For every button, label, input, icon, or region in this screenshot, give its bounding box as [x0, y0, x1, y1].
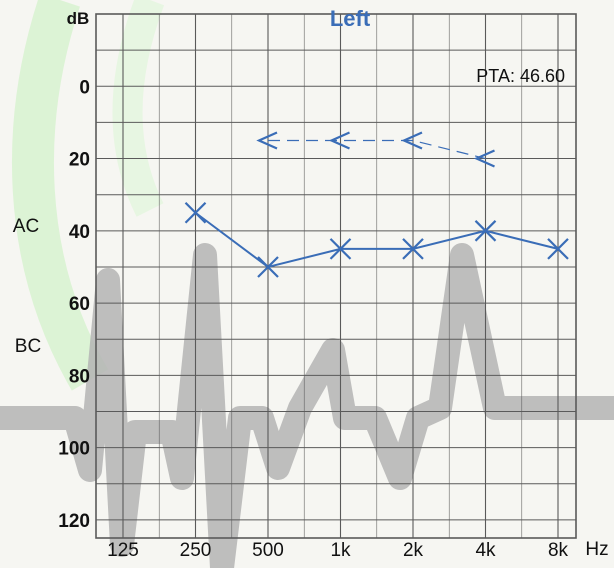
chart-grid [95, 13, 577, 539]
y-axis-ticks: 0 20 40 60 80 100 120 [58, 77, 90, 532]
data-point-x [474, 220, 497, 242]
x-tick-label: 8k [548, 540, 569, 561]
data-point-x [184, 201, 207, 224]
data-point-bracket [401, 131, 423, 150]
plot-frame [95, 13, 577, 539]
x-tick-label: 1k [330, 540, 351, 561]
pta-label: PTA: 46.60 [476, 66, 565, 86]
data-point-x-stroke [547, 238, 569, 260]
data-point-bracket [256, 131, 278, 150]
y-tick-label: 80 [69, 366, 90, 387]
x-axis-unit: Hz [585, 539, 608, 560]
data-point-x [547, 238, 569, 260]
y-axis-unit: dB [67, 9, 90, 28]
data-point-x-stroke [402, 238, 424, 260]
watermark-green-arc [11, 0, 109, 391]
data-point-x [257, 256, 279, 278]
y-tick-label: 100 [58, 439, 90, 460]
data-point-x-stroke [474, 220, 497, 242]
y-tick-label: 60 [69, 294, 90, 315]
x-tick-label: 4k [475, 540, 496, 561]
side-label-bc: BC [15, 336, 41, 357]
x-tick-label: 250 [180, 540, 212, 561]
chart-title: Left [330, 6, 371, 31]
x-tick-label: 125 [107, 540, 139, 561]
data-point-x-stroke [184, 201, 207, 224]
watermark-pulse-line [0, 243, 614, 568]
side-label-ac: AC [13, 216, 39, 237]
data-point-x [329, 238, 352, 260]
y-tick-label: 40 [69, 222, 90, 243]
data-point-x-stroke [257, 256, 279, 278]
x-axis-ticks: 125 250 500 1k 2k 4k 8k [107, 540, 568, 561]
y-tick-label: 120 [58, 511, 90, 532]
series-line-2 [268, 139, 486, 160]
watermark-green-arc-inner [112, 0, 165, 217]
chart-series [184, 131, 569, 278]
data-point-bracket [328, 131, 350, 150]
series-line-1 [194, 211, 559, 269]
y-tick-label: 20 [69, 150, 90, 171]
data-point-x-stroke [329, 238, 352, 260]
data-point-bracket [473, 149, 495, 168]
y-tick-label: 0 [79, 77, 90, 98]
x-tick-label: 500 [252, 540, 284, 561]
data-point-x [402, 238, 424, 260]
x-tick-label: 2k [403, 540, 424, 561]
